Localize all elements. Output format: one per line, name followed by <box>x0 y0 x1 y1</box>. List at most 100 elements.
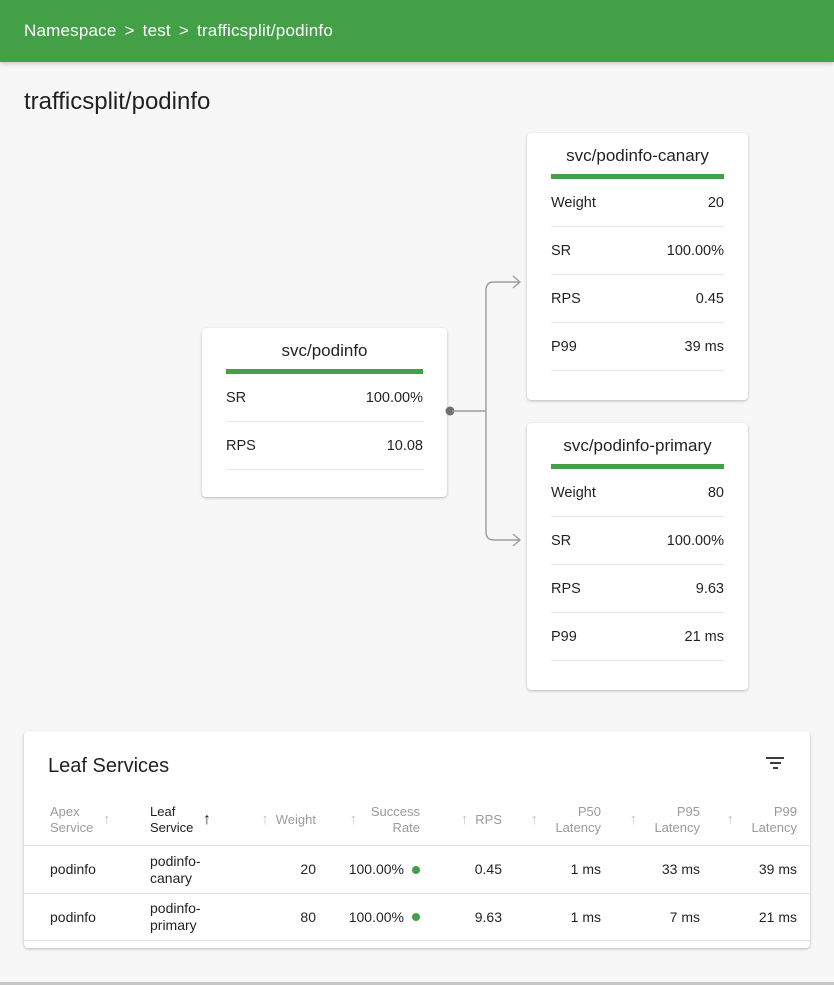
column-header-p50-latency[interactable]: ↑ P50 Latency <box>502 804 602 836</box>
column-label: Success Rate <box>370 804 420 835</box>
cell-apex-service: podinfo <box>50 861 96 877</box>
column-header-leaf-service[interactable]: Leaf Service ↑ <box>150 804 250 836</box>
stat-label: Weight <box>551 484 596 501</box>
leaf-services-title: Leaf Services <box>48 755 170 777</box>
node-underline-bar <box>551 464 724 469</box>
node-stat-row: Weight 20 <box>551 179 724 227</box>
arrowhead-primary-icon <box>512 533 522 547</box>
node-stat-row: RPS 0.45 <box>551 275 724 323</box>
leaf-services-card: Leaf Services Apex Service ↑ Leaf Servic… <box>24 731 810 948</box>
stat-label: RPS <box>226 437 256 454</box>
stat-label: SR <box>226 389 247 406</box>
node-stat-row: RPS 10.08 <box>226 422 423 470</box>
cell-weight: 20 <box>300 861 316 877</box>
node-stat-row: RPS 9.63 <box>551 565 724 613</box>
node-underline-bar <box>551 174 724 179</box>
cell-p99-latency: 39 ms <box>758 861 797 877</box>
cell-p99-latency: 21 ms <box>758 908 797 925</box>
column-label: RPS <box>475 812 502 827</box>
cell-rps: 0.45 <box>474 861 502 877</box>
leaf-service-name: podinfo-primary <box>150 900 201 933</box>
sort-arrow-icon: ↑ <box>530 811 539 828</box>
filter-list-icon[interactable] <box>766 757 784 770</box>
breadcrumb-separator: > <box>124 21 135 40</box>
stat-label: RPS <box>551 580 581 597</box>
breadcrumb-test[interactable]: test <box>142 21 171 40</box>
success-status-dot-icon <box>412 913 420 921</box>
breadcrumb-separator: > <box>178 21 189 40</box>
breadcrumb-current: trafficsplit/podinfo <box>197 21 333 40</box>
page-title: trafficsplit/podinfo <box>24 88 211 115</box>
stat-value: 9.63 <box>695 580 724 597</box>
cell-p50-latency: 1 ms <box>570 908 601 925</box>
stat-value: 21 ms <box>684 628 725 645</box>
node-stat-row: P99 39 ms <box>551 323 724 371</box>
node-underline-bar <box>226 369 423 374</box>
column-label: P95 Latency <box>654 804 700 835</box>
stat-label: RPS <box>551 290 581 307</box>
stat-value: 10.08 <box>386 437 423 454</box>
stat-value: 100.00% <box>365 389 423 406</box>
cell-weight: 80 <box>300 908 316 925</box>
node-title: svc/podinfo-primary <box>563 436 712 455</box>
connector-branch-canary <box>485 281 519 411</box>
connector-branch-primary <box>485 411 519 541</box>
sort-arrow-icon: ↑ <box>103 811 111 828</box>
cell-p95-latency: 7 ms <box>669 908 700 925</box>
column-label: Apex Service <box>50 804 94 835</box>
column-label: Weight <box>275 812 316 827</box>
table-row-podinfo-primary: podinfo podinfo-primary 80 100.00% 9.63 … <box>24 893 810 941</box>
stat-value: 20 <box>707 194 724 211</box>
sort-arrow-active-icon: ↑ <box>203 811 211 828</box>
node-card-primary[interactable]: svc/podinfo-primary Weight 80 SR 100.00%… <box>527 423 748 690</box>
stat-label: Weight <box>551 194 596 211</box>
success-rate-value: 100.00% <box>348 908 404 925</box>
table-header-row: Apex Service ↑ Leaf Service ↑ ↑ Weight ↑… <box>24 795 810 845</box>
stat-value: 100.00% <box>666 242 724 259</box>
column-header-p99-latency[interactable]: ↑ P99 Latency <box>700 804 798 836</box>
node-card-apex[interactable]: svc/podinfo SR 100.00% RPS 10.08 <box>202 328 447 497</box>
cell-rps: 9.63 <box>474 908 502 925</box>
sort-arrow-icon: ↑ <box>726 811 735 828</box>
cell-leaf-service: podinfo-canary <box>150 853 250 887</box>
cell-apex-service: podinfo <box>50 908 96 925</box>
table-row-podinfo-canary: podinfo podinfo-canary 20 100.00% 0.45 1… <box>24 845 810 893</box>
column-header-weight[interactable]: ↑ Weight <box>250 812 316 828</box>
stat-label: P99 <box>551 338 577 355</box>
arrowhead-canary-icon <box>512 275 522 289</box>
node-title: svc/podinfo <box>281 341 368 360</box>
bottom-edge-divider <box>0 982 834 985</box>
stat-label: SR <box>551 242 572 259</box>
node-stat-row: P99 21 ms <box>551 613 724 661</box>
column-header-success-rate[interactable]: ↑ Success Rate <box>316 804 421 836</box>
node-card-canary[interactable]: svc/podinfo-canary Weight 20 SR 100.00% … <box>527 133 748 400</box>
sort-arrow-icon: ↑ <box>460 811 469 828</box>
node-stat-row: SR 100.00% <box>226 374 423 422</box>
stat-value: 0.45 <box>695 290 724 307</box>
success-status-dot-icon <box>412 865 420 874</box>
cell-p95-latency: 33 ms <box>661 861 700 877</box>
breadcrumb: Namespace > test > trafficsplit/podinfo <box>24 21 333 41</box>
column-header-rps[interactable]: ↑ RPS <box>420 812 502 828</box>
node-title: svc/podinfo-canary <box>566 146 709 165</box>
stat-value: 80 <box>707 484 724 501</box>
table-body: podinfo podinfo-canary 20 100.00% 0.45 1… <box>24 845 810 941</box>
cell-leaf-service: podinfo-primary <box>150 900 250 934</box>
stat-label: P99 <box>551 628 577 645</box>
sort-arrow-icon: ↑ <box>629 811 638 828</box>
column-label: Leaf Service <box>150 804 194 835</box>
stat-value: 39 ms <box>684 338 725 355</box>
success-rate-value: 100.00% <box>348 861 404 877</box>
column-header-p95-latency[interactable]: ↑ P95 Latency <box>601 804 701 836</box>
column-header-apex-service[interactable]: Apex Service ↑ <box>50 804 150 836</box>
cell-success-rate: 100.00% <box>316 861 420 878</box>
column-label: P99 Latency <box>751 804 797 835</box>
cell-p50-latency: 1 ms <box>570 861 601 877</box>
node-stat-row: SR 100.00% <box>551 227 724 275</box>
column-label: P50 Latency <box>555 804 601 835</box>
stat-value: 100.00% <box>666 532 724 549</box>
stat-label: SR <box>551 532 572 549</box>
breadcrumb-namespace[interactable]: Namespace <box>24 21 117 40</box>
leaf-service-name: podinfo-canary <box>150 852 201 886</box>
sort-arrow-icon: ↑ <box>349 811 358 828</box>
